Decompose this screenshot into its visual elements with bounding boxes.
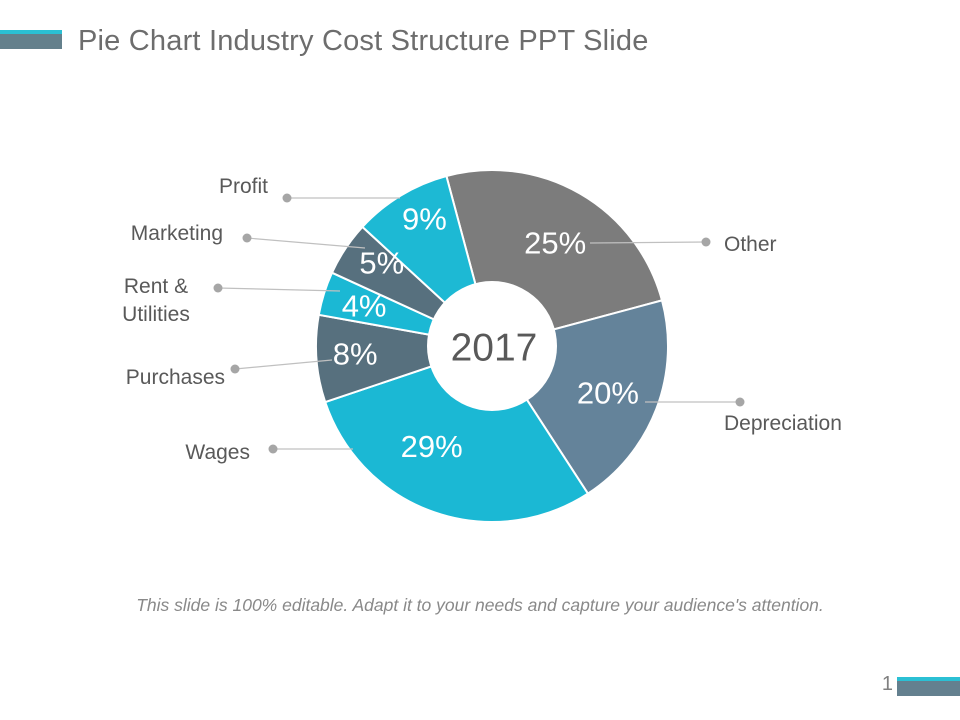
chart-center-year-label: 2017 xyxy=(451,327,538,370)
category-label-purchases: Purchases xyxy=(125,366,225,389)
percent-label-rent-utilities: 4% xyxy=(342,288,387,323)
percent-label-profit: 9% xyxy=(402,201,447,236)
footer-accent-bar xyxy=(897,677,960,696)
editable-note: This slide is 100% editable. Adapt it to… xyxy=(136,595,824,615)
percent-label-depreciation: 20% xyxy=(577,375,639,410)
donut-hole xyxy=(427,281,557,411)
leader-line-rent-utilities xyxy=(217,287,341,292)
leader-dot-wages xyxy=(268,444,278,454)
title-accent-bar xyxy=(0,30,62,49)
page-number: 1 xyxy=(881,673,893,695)
pie-slice-wages xyxy=(323,344,590,523)
title-accent-slate-bar xyxy=(0,34,62,49)
percent-labels-layer: 25% 20% 29% 8% 4% 5% 9% xyxy=(333,201,639,463)
category-label-rent-utilities: Rent & Utilities xyxy=(122,275,190,326)
leader-dot-depreciation xyxy=(735,397,745,407)
leader-line-other xyxy=(589,241,707,244)
category-label-wages: Wages xyxy=(185,441,250,464)
leader-line-marketing xyxy=(246,237,366,249)
title-accent-cyan-line xyxy=(0,30,62,34)
category-label-profit: Profit xyxy=(218,175,268,198)
leader-lines-layer xyxy=(213,193,745,454)
slide-title: Pie Chart Industry Cost Structure PPT Sl… xyxy=(78,25,649,57)
percent-label-purchases: 8% xyxy=(333,337,378,372)
percent-label-other: 25% xyxy=(524,225,586,260)
pie-slice-purchases xyxy=(315,313,493,404)
leader-dot-marketing xyxy=(242,233,252,243)
category-label-depreciation: Depreciation xyxy=(724,412,842,435)
leader-dot-purchases xyxy=(230,364,240,374)
pie-slices-layer xyxy=(315,169,669,523)
percent-label-wages: 29% xyxy=(401,429,463,464)
percent-label-marketing: 5% xyxy=(359,245,404,280)
footer-accent-slate-bar xyxy=(897,681,960,696)
leader-dot-rent-utilities xyxy=(213,283,223,293)
category-label-other: Other xyxy=(724,233,777,256)
footer-accent-cyan-line xyxy=(897,677,960,681)
category-label-marketing: Marketing xyxy=(130,222,223,245)
leader-dot-profit xyxy=(282,193,292,203)
leader-dot-other xyxy=(701,237,711,247)
leader-line-purchases xyxy=(234,359,333,370)
